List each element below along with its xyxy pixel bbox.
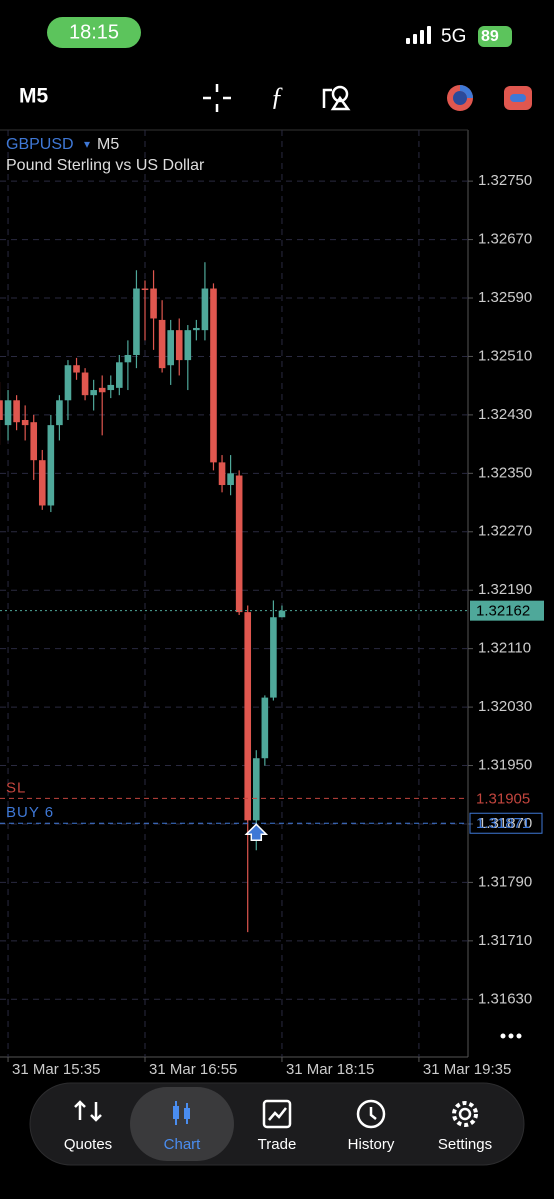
y-tick-label: 1.31710 [478,932,532,949]
current-price-box [470,600,544,621]
level-price: 1.31871 [476,815,530,832]
tab-icon[interactable] [356,1099,386,1129]
candle-body [278,610,286,618]
x-tick-label: 31 Mar 19:35 [423,1061,511,1078]
y-tick-label: 1.32430 [478,406,532,423]
candle-body [167,330,174,366]
candle-body [184,330,192,361]
y-tick-label: 1.32190 [478,581,532,598]
candle-body [47,425,55,506]
tab-selected-bg [130,1087,234,1161]
crosshair-icon[interactable] [203,84,231,112]
y-tick-label: 1.31950 [478,757,532,774]
level-name: BUY 6 [6,804,54,821]
candle-body [270,617,277,698]
tabs: Quotes Chart Trade History Settings [64,1087,492,1161]
y-tick-label: 1.32030 [478,698,532,715]
candle-body [56,400,63,426]
signals-icon[interactable] [447,85,473,111]
tab-icon[interactable] [262,1099,292,1129]
candle-body [141,288,149,291]
time-pill [47,17,141,48]
tab-label[interactable]: Settings [438,1136,492,1153]
x-tick-label: 31 Mar 18:15 [286,1061,374,1078]
objects-icon[interactable] [322,85,351,111]
candle-body [21,420,29,426]
tab-icon[interactable] [173,1101,190,1125]
toolbar-timeframe[interactable]: M5 [19,85,48,108]
y-tick-label: 1.32270 [478,523,532,540]
level-price: 1.31905 [476,790,530,807]
battery [478,26,512,47]
network: 5G [441,26,466,47]
tab-label[interactable]: Chart [164,1136,202,1153]
candle-body [193,327,200,331]
y-tick-label: 1.32670 [478,231,532,248]
candle-body [0,400,3,421]
chart-timeframe: M5 [97,136,119,153]
candle-body [98,387,106,393]
tab-label[interactable]: History [348,1136,395,1153]
candle-body [116,362,123,388]
candle-body [201,288,209,331]
x-tick-label: 31 Mar 16:55 [149,1061,237,1078]
signal-icon [406,26,431,44]
y-tick-label: 1.31790 [478,873,532,890]
candle-body [13,400,20,423]
y-tick-label: 1.32590 [478,289,532,306]
trade-icon[interactable] [504,86,532,110]
candle-body [81,372,89,396]
y-tick-label: 1.31630 [478,990,532,1007]
symbol-description: Pound Sterling vs US Dollar [6,157,205,174]
candle-body [244,612,252,821]
buy-arrow [244,823,269,841]
y-tick-label: 1.32510 [478,347,532,364]
candle-body [218,462,226,486]
tab-icon[interactable] [74,1100,102,1122]
candle-body [64,365,72,401]
y-tick-label: 1.32110 [478,640,531,657]
level-name: SL [6,779,26,796]
level-box [469,812,543,834]
candle-body [158,319,166,369]
candle-body [261,697,269,759]
candle-body [30,422,38,461]
candle-body [175,330,183,361]
symbol[interactable]: GBPUSD [6,136,74,153]
candle-body [227,473,234,486]
current-price-label: 1.32162 [476,603,530,620]
candle-body [73,365,80,373]
candle-body [124,354,132,363]
candle-body [90,390,97,396]
candle-body [235,475,243,613]
indicators-icon[interactable]: ƒ [271,82,284,111]
candle-body [107,384,115,391]
more-button[interactable] [500,1033,522,1039]
candle-body [252,758,260,821]
candle-body [210,288,217,463]
tab-label[interactable]: Quotes [64,1136,112,1153]
tab-label[interactable]: Trade [258,1136,297,1153]
y-tick-label: 1.31870 [478,815,532,832]
status-time: 18:15 [69,21,119,43]
symbol-dropdown[interactable]: ▾ [84,137,90,151]
axes: 1.32750 1.32670 1.32590 1.32510 1.32430 1.323… [6,172,544,1078]
candle-body [133,288,140,355]
plot [0,130,468,1057]
candle-body [38,460,46,506]
y-tick-label: 1.32350 [478,464,532,481]
candle-body [4,400,12,426]
y-tick-label: 1.32750 [478,172,532,189]
candle-body [150,288,157,319]
x-tick-label: 31 Mar 15:35 [12,1061,100,1078]
tab-icon[interactable] [452,1101,478,1127]
battery-level: 89 [481,28,499,45]
